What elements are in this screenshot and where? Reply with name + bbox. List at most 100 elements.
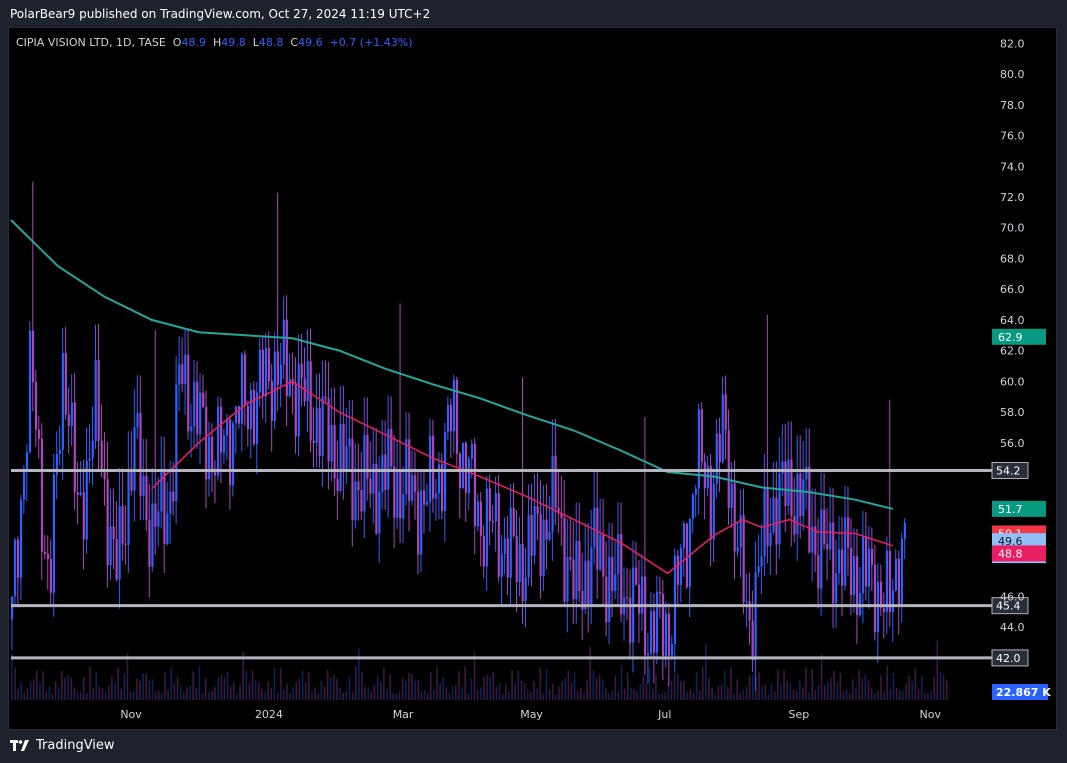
candle-body (13, 539, 17, 597)
candle-body (799, 473, 802, 517)
volume-bar (808, 692, 810, 700)
price-label: 62.9 (998, 331, 1023, 344)
legend-open: 48.9 (181, 36, 206, 49)
volume-bar (386, 688, 388, 700)
candle-body (70, 402, 73, 426)
candle-body (894, 558, 898, 591)
candle-body (470, 443, 474, 459)
candle-body (37, 429, 41, 439)
volume-bar (73, 687, 76, 700)
candle-body (491, 520, 494, 522)
candle-body (533, 506, 536, 556)
volume-bar (845, 689, 848, 700)
x-tick-label: Mar (393, 708, 414, 721)
volume-bar (239, 685, 241, 700)
candle-body (479, 501, 482, 536)
candle-body (449, 404, 453, 432)
candle-body (784, 461, 787, 506)
volume-bar (695, 671, 698, 700)
volume-bar (902, 690, 904, 700)
candle-body (748, 601, 751, 621)
volume-bar (542, 693, 545, 700)
volume-bar (70, 678, 73, 700)
candle-body (721, 394, 724, 463)
candle-body (685, 523, 689, 588)
volume-bar (805, 667, 807, 700)
volume-bar (526, 689, 529, 700)
candle-body (324, 396, 327, 399)
volume-bar (686, 692, 688, 700)
volume-bar (601, 679, 604, 700)
volume-bar (605, 688, 607, 700)
volume-bar (908, 675, 910, 700)
volume-bar (454, 685, 457, 700)
candle-body (294, 385, 297, 437)
candle-body (199, 392, 202, 435)
volume-bar (639, 684, 642, 700)
candle-body (515, 536, 518, 583)
candle-body (417, 491, 420, 555)
volume-bar (342, 692, 345, 700)
volume-bar (367, 688, 370, 700)
volume-bar (345, 691, 348, 700)
volume-bar (195, 687, 198, 700)
price-chart[interactable]: 54.2 45.4 42.0 82.0 80.0 78.0 76.0 74.0 72.0 70.0… (9, 28, 1056, 729)
candle-body (667, 613, 671, 656)
candle-body (46, 553, 50, 560)
candle-body (826, 544, 829, 550)
candle-body (554, 455, 557, 508)
volume-bar (592, 670, 595, 700)
volume-bar (11, 654, 13, 700)
volume-bar (151, 679, 154, 700)
candle-body (655, 591, 659, 653)
candle-body (661, 593, 665, 656)
candle-body (151, 503, 154, 567)
volume-bar (664, 691, 667, 700)
volume-bar (308, 671, 310, 700)
volume-bar (132, 691, 135, 700)
volume-bar (48, 686, 51, 700)
volume-bar (651, 688, 654, 700)
candle-body (366, 434, 369, 479)
x-tick-label: Nov (120, 708, 142, 721)
candle-body (820, 509, 823, 589)
candle-body (727, 430, 730, 508)
volume-bar (458, 671, 460, 700)
ma-short-line (151, 380, 893, 575)
volume-bar (258, 682, 260, 700)
volume-bar (905, 683, 907, 700)
volume-bar (739, 692, 742, 700)
volume-bar (648, 667, 651, 700)
candle-body (751, 620, 754, 661)
candle-body (461, 442, 465, 489)
candle-body (249, 390, 253, 430)
volume-bar (573, 672, 576, 700)
publisher-header: PolarBear9 published on TradingView.com,… (0, 0, 1067, 28)
volume-bar (533, 681, 535, 700)
footer: TradingView (10, 736, 115, 756)
volume-bar (354, 666, 357, 700)
chart-frame[interactable]: 54.2 45.4 42.0 82.0 80.0 78.0 76.0 74.0 72.0 70.0… (8, 27, 1057, 730)
volume-bar (720, 684, 723, 700)
candle-body (512, 507, 515, 537)
candle-body (745, 601, 748, 603)
volume-bar (895, 687, 898, 700)
volume-bar (251, 670, 254, 700)
candle-body (509, 507, 512, 578)
y-tick-label: 46.0 (1000, 590, 1025, 603)
candle-body (378, 491, 381, 534)
volume-bar (395, 692, 398, 700)
candle-body (563, 518, 566, 602)
volume-bar (157, 690, 160, 700)
volume-bar (467, 693, 470, 700)
candle-body (808, 466, 811, 553)
price-label-box (992, 500, 1046, 517)
volume-bar (586, 680, 588, 700)
candle-body (781, 461, 784, 474)
candle-body (285, 319, 288, 397)
volume-bar (311, 691, 313, 700)
volume-bar (398, 691, 401, 700)
candle-body (652, 611, 656, 653)
volume-bar (445, 687, 448, 700)
candle-body (464, 442, 468, 493)
